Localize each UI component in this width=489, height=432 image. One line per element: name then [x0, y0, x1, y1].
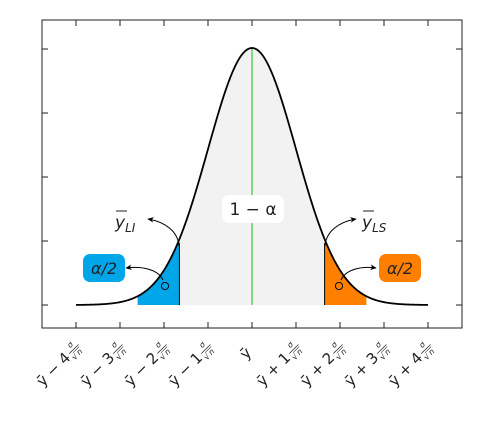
svg-text:σ: σ — [153, 339, 164, 350]
svg-text:ȳ + 4: ȳ + 4 — [385, 349, 426, 390]
x-tick-label: σ√nȳ + 2 — [297, 339, 349, 390]
svg-text:n: n — [295, 347, 305, 357]
x-tick-label: ȳ — [236, 344, 255, 363]
right-tail-marker — [334, 281, 344, 291]
right-alpha-badge: α/2 — [379, 254, 421, 282]
svg-text:n: n — [75, 347, 85, 357]
svg-text:ȳ − 1: ȳ − 1 — [165, 349, 206, 390]
left-alpha-arrow — [125, 264, 164, 281]
x-tick-label: σ√nȳ + 3 — [341, 339, 393, 390]
svg-text:ȳ + 3: ȳ + 3 — [341, 349, 382, 390]
left-alpha-label: α/2 — [91, 259, 117, 278]
svg-text:σ: σ — [373, 339, 384, 350]
left-tail-marker — [160, 281, 170, 291]
svg-text:n: n — [427, 347, 437, 357]
svg-text:n: n — [119, 347, 129, 357]
x-axis-ticks — [75, 20, 429, 328]
svg-text:ȳ − 4: ȳ − 4 — [33, 349, 74, 390]
confidence-label: 1 − α — [229, 200, 276, 220]
svg-text:n: n — [383, 347, 393, 357]
central-label: 1 − α — [222, 195, 284, 223]
svg-text:σ: σ — [285, 339, 296, 350]
svg-text:σ: σ — [65, 339, 76, 350]
svg-text:n: n — [207, 347, 217, 357]
svg-text:n: n — [339, 347, 349, 357]
upper-bound-label: yLS — [361, 210, 387, 235]
svg-text:n: n — [163, 347, 173, 357]
svg-text:yLI: yLI — [114, 213, 136, 235]
svg-text:ȳ − 3: ȳ − 3 — [77, 349, 118, 390]
lower-bound-arrow — [147, 217, 180, 247]
svg-text:yLS: yLS — [361, 213, 387, 235]
lower-bound-label: yLI — [114, 210, 136, 235]
x-tick-label: σ√nȳ − 3 — [77, 339, 129, 390]
svg-text:σ: σ — [109, 339, 120, 350]
x-tick-label: σ√nȳ − 4 — [33, 339, 85, 390]
svg-text:ȳ − 2: ȳ − 2 — [121, 349, 162, 390]
svg-text:ȳ + 1: ȳ + 1 — [253, 349, 294, 390]
svg-text:ȳ: ȳ — [236, 344, 255, 363]
svg-text:ȳ + 2: ȳ + 2 — [297, 349, 338, 390]
svg-text:σ: σ — [197, 339, 208, 350]
y-axis-ticks — [42, 48, 462, 306]
x-tick-label: σ√nȳ + 4 — [385, 339, 437, 390]
left-alpha-badge: α/2 — [83, 254, 125, 282]
right-tail-region — [324, 239, 367, 305]
density-curve — [76, 47, 428, 306]
x-axis-tick-labels: σ√nȳ − 4σ√nȳ − 3σ√nȳ − 2σ√nȳ − 1 ȳ σ√nȳ + … — [33, 339, 437, 390]
right-alpha-arrow — [340, 264, 377, 281]
svg-text:σ: σ — [417, 339, 428, 350]
right-alpha-label: α/2 — [387, 259, 413, 278]
left-tail-region — [137, 239, 180, 305]
upper-bound-arrow — [324, 217, 357, 247]
x-tick-label: σ√nȳ − 2 — [121, 339, 173, 390]
x-tick-label: σ√nȳ + 1 — [253, 339, 305, 390]
svg-text:σ: σ — [329, 339, 340, 350]
x-tick-label: σ√nȳ − 1 — [165, 339, 217, 390]
